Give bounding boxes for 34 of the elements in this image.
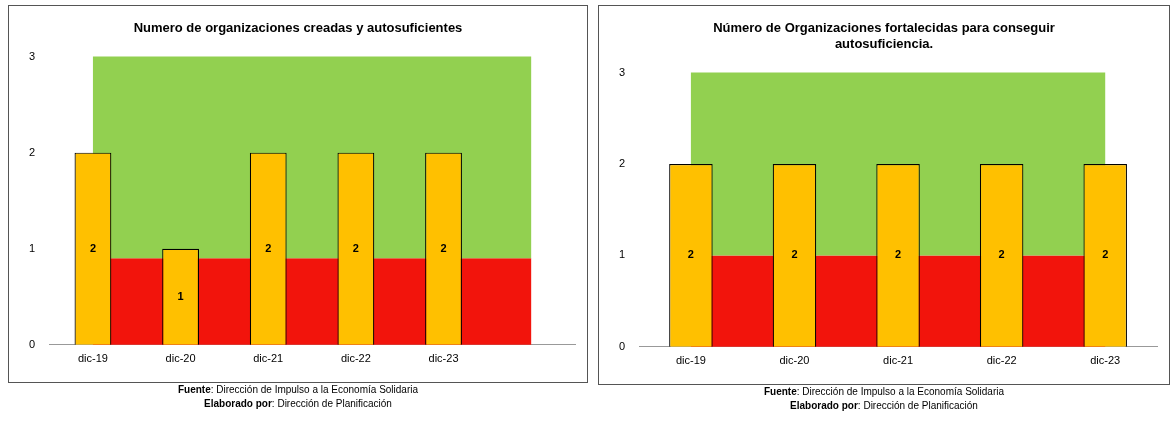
x-tick-label: dic-19 (675, 354, 706, 367)
x-tick-label: dic-19 (77, 352, 108, 365)
data-label: 1 (177, 289, 184, 302)
x-tick-label: dic-20 (779, 354, 810, 367)
x-tick-label: dic-22 (986, 354, 1017, 367)
y-tick-label: 2 (618, 157, 626, 170)
chart-title: Número de Organizaciones fortalecidas para conseguir autosuficiencia. (712, 20, 1056, 52)
text: Elaborado por: Dirección de Planificación (204, 397, 392, 411)
data-label: 2 (998, 248, 1005, 261)
x-tick-label: dic-22 (340, 352, 371, 365)
source-note: Fuente: Dirección de Impulso a la Economía Solidaria (763, 385, 1005, 399)
source-note: Fuente: Dirección de Impulso a la Economía Solidaria (177, 383, 419, 397)
y-tick-label: 3 (618, 65, 626, 78)
data-label: 2 (352, 241, 359, 254)
y-tick-label: 0 (618, 339, 626, 352)
text: Elaborado por: Dirección de Planificación (790, 399, 978, 413)
y-tick-label: 0 (28, 337, 36, 350)
x-tick-label: dic-21 (883, 354, 914, 367)
x-tick-label: dic-23 (428, 352, 459, 365)
data-label: 2 (791, 248, 798, 261)
x-tick-label: dic-21 (253, 352, 284, 365)
chart-title: Numero de organizaciones creadas y autosuficientes (133, 20, 463, 36)
x-tick-label: dic-20 (165, 352, 196, 365)
y-tick-label: 2 (28, 145, 36, 158)
x-tick-label: dic-23 (1090, 354, 1121, 367)
data-label: 2 (1102, 248, 1109, 261)
y-tick-label: 3 (28, 49, 36, 62)
y-tick-label: 1 (28, 241, 36, 254)
data-label: 2 (265, 241, 272, 254)
data-label: 2 (440, 241, 447, 254)
data-label: 2 (687, 248, 694, 261)
data-label: 2 (89, 241, 96, 254)
data-label: 2 (895, 248, 902, 261)
y-tick-label: 1 (618, 248, 626, 261)
